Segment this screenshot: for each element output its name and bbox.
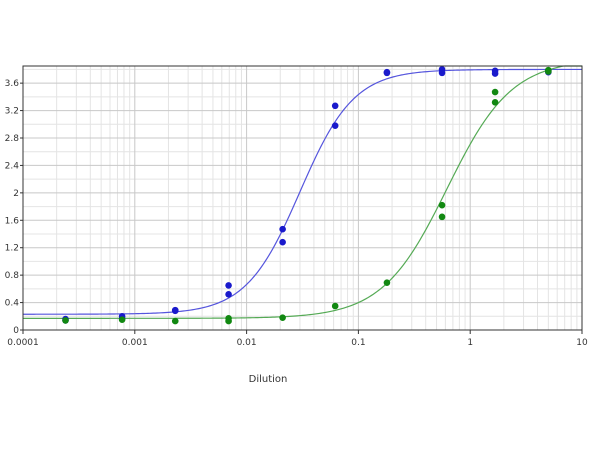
data-point-series-2 (545, 68, 552, 75)
data-point-series-2 (383, 279, 391, 286)
data-point-series-1 (383, 68, 391, 76)
data-point-series-1 (331, 122, 339, 129)
data-points (62, 66, 552, 325)
data-point-series-2 (279, 314, 286, 321)
fit-curve-series-2 (23, 65, 582, 319)
data-point-series-1 (171, 307, 179, 315)
data-point-series-2 (62, 317, 69, 324)
y-axis-ticks: 0 0.4 0.8 1.2 1.6 2 2.4 2.8 3.2 3.6 (5, 79, 23, 336)
data-point-series-1 (331, 102, 339, 110)
minor-gridlines (23, 66, 582, 330)
y-tick-label: 0 (13, 326, 19, 336)
x-tick-label: 10 (576, 338, 588, 348)
data-point-series-2 (438, 213, 446, 221)
data-point-series-2 (171, 317, 179, 325)
data-point-series-1 (279, 225, 286, 233)
data-point-series-1 (279, 238, 286, 246)
x-tick-label: 0.001 (122, 338, 148, 348)
plot-frame (22, 65, 583, 331)
data-point-series-2 (118, 316, 126, 324)
data-point-series-1 (225, 291, 232, 298)
data-point-series-2 (491, 99, 499, 106)
x-axis-title: Dilution (249, 374, 288, 385)
y-tick-label: 2.8 (5, 134, 20, 144)
data-point-series-1 (438, 69, 446, 77)
y-tick-label: 3.2 (5, 107, 19, 117)
y-tick-label: 2 (13, 189, 19, 199)
data-point-series-2 (491, 88, 499, 96)
y-tick-label: 3.6 (5, 79, 20, 89)
data-point-series-1 (225, 282, 232, 289)
fit-curve-series-1 (23, 68, 582, 315)
data-point-series-2 (438, 201, 446, 209)
data-point-series-1 (491, 70, 499, 77)
x-axis-ticks: 0.0001 0.001 0.01 0.1 1 10 (7, 330, 588, 348)
data-point-series-2 (331, 302, 339, 310)
y-tick-label: 2.4 (5, 161, 20, 171)
data-point-series-2 (225, 317, 232, 325)
y-tick-label: 0.8 (5, 271, 20, 281)
y-tick-label: 1.6 (5, 216, 20, 226)
x-tick-label: 0.01 (237, 338, 257, 348)
x-tick-label: 1 (467, 338, 473, 348)
y-tick-label: 1.2 (5, 244, 19, 254)
x-tick-label: 0.1 (351, 338, 365, 348)
fitted-curves (23, 65, 582, 319)
x-tick-label: 0.0001 (7, 338, 39, 348)
y-tick-label: 0.4 (5, 299, 20, 309)
